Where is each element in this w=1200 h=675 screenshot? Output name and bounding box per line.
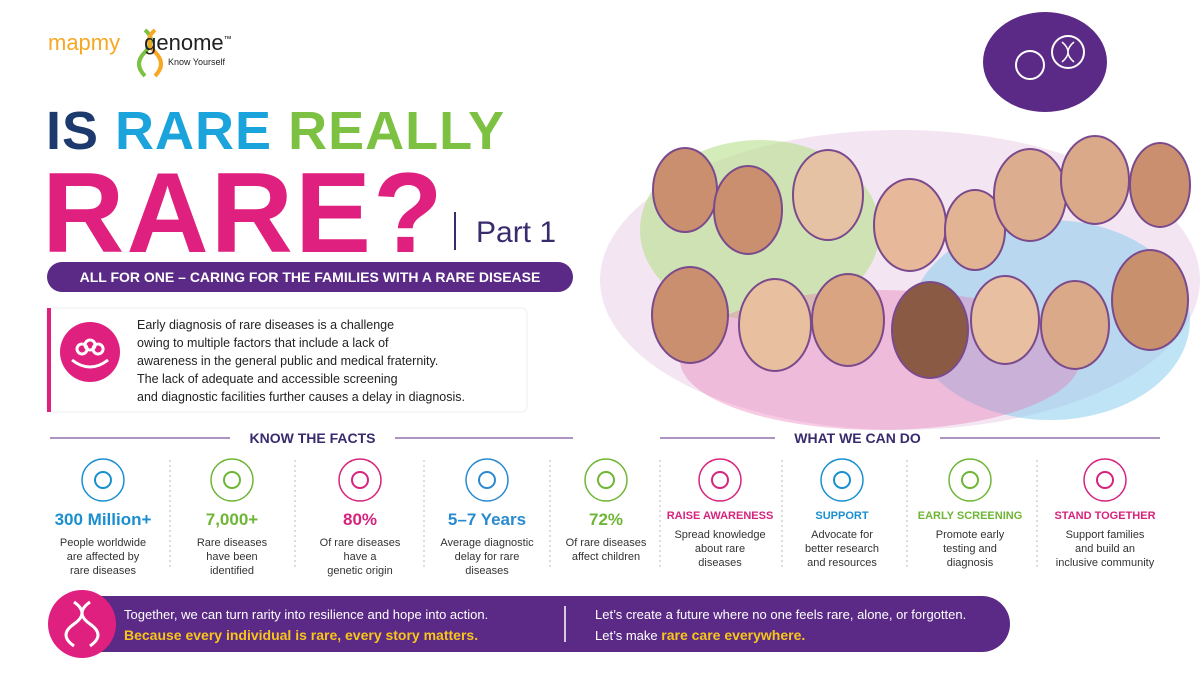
facts-headline: 72% [588, 510, 624, 529]
footer-right-highlight: rare care everywhere. [661, 627, 806, 643]
intro-icon [60, 322, 120, 382]
facts-text: Of rare diseases [565, 537, 647, 549]
footer-left-1: Together, we can turn rarity into resili… [124, 607, 489, 622]
actions-text: diagnosis [946, 557, 994, 569]
icon-ring [1083, 458, 1127, 502]
banner: ALL FOR ONE – CARING FOR THE FAMILIES WI… [79, 269, 541, 285]
facts-heading: KNOW THE FACTS [249, 430, 376, 446]
icon-ring [81, 458, 125, 502]
facts-text: have been [206, 551, 258, 563]
actions-text: about rare [694, 543, 746, 555]
footer-right-1: Let’s create a future where no one feels… [595, 607, 967, 622]
faces-artwork [600, 130, 1200, 430]
intro-line: awareness in the general public and medi… [137, 354, 439, 368]
icon-ring [584, 458, 628, 502]
icon-ring [820, 458, 864, 502]
icon-ring [210, 458, 254, 502]
facts-text: delay for rare [454, 551, 520, 563]
facts-text: genetic origin [327, 565, 393, 577]
intro-line: Early diagnosis of rare diseases is a ch… [137, 318, 395, 332]
icon-ring [465, 458, 509, 502]
actions-item: SUPPORT Advocate for better research and re… [777, 504, 907, 570]
actions-headline: RAISE AWARENESS [666, 510, 774, 522]
facts-item: 5–7 Years Average diagnostic delay for rar… [422, 504, 552, 578]
icon-glyph [223, 471, 241, 489]
actions-text: and build an [1075, 543, 1135, 555]
actions-text: Support families [1065, 529, 1145, 541]
title-word: IS [46, 101, 100, 161]
footer-right-2: Let’s make rare care everywhere. [595, 627, 805, 643]
footer-right-prefix: Let’s make [595, 628, 658, 643]
facts-text: People worldwide [59, 537, 147, 549]
facts-item: 300 Million+ People worldwide are affected… [38, 504, 168, 578]
actions-text: better research [805, 543, 879, 555]
logo: mapmy genome™ [48, 30, 232, 56]
actions-text: and resources [807, 557, 877, 569]
actions-heading: WHAT WE CAN DO [794, 430, 921, 446]
title-line1: IS RARE REALLY [46, 100, 505, 162]
actions-text: inclusive community [1055, 557, 1155, 569]
actions-item: STAND TOGETHER Support families and build … [1040, 504, 1170, 570]
facts-item: 7,000+ Rare diseases have been identified [167, 504, 297, 578]
facts-item: 80% Of rare diseases have a genetic origin [295, 504, 425, 578]
intro-line: and diagnostic facilities further causes… [137, 390, 465, 404]
facts-text: Of rare diseases [319, 537, 401, 549]
facts-text: are affected by [66, 551, 140, 563]
logo-tm: ™ [223, 34, 232, 44]
intro-line: owing to multiple factors that include a… [137, 336, 389, 350]
actions-text: Promote early [935, 529, 1005, 541]
banner-bg [47, 262, 573, 292]
logo-right: genome [144, 30, 224, 55]
actions-headline: SUPPORT [815, 510, 869, 522]
title-part: Part 1 [476, 216, 557, 249]
facts-headline: 7,000+ [205, 510, 259, 529]
facts-text: affect children [571, 551, 641, 563]
title-word: REALLY [288, 101, 506, 161]
icon-ring [698, 458, 742, 502]
actions-text: Spread knowledge [674, 529, 766, 541]
facts-text: have a [343, 551, 377, 563]
icon-glyph [833, 471, 851, 489]
actions-headline: EARLY SCREENING [917, 510, 1023, 522]
facts-text: diseases [465, 565, 509, 577]
facts-text: Rare diseases [196, 537, 268, 549]
actions-item: RAISE AWARENESS Spread knowledge about rar… [655, 504, 785, 570]
actions-item: EARLY SCREENING Promote early testing and d… [905, 504, 1035, 570]
footer-icon [48, 590, 116, 658]
actions-headline: STAND TOGETHER [1054, 510, 1156, 522]
footer-left-2: Because every individual is rare, every … [124, 627, 479, 643]
actions-text: Advocate for [811, 529, 873, 541]
actions-text: diseases [698, 557, 742, 569]
icon-ring [948, 458, 992, 502]
science-splash [983, 12, 1107, 112]
logo-tagline: Know Yourself [168, 57, 226, 67]
title-line2: RARE? [42, 150, 445, 277]
icon-glyph [351, 471, 369, 489]
column-separators [169, 460, 1038, 570]
intro-text: Early diagnosis of rare diseases is a ch… [137, 316, 465, 406]
actions-text: testing and [943, 543, 997, 555]
facts-headline: 5–7 Years [447, 510, 527, 529]
title-word: RARE [115, 101, 273, 161]
icon-glyph [597, 471, 615, 489]
logo-left: mapmy [48, 30, 121, 55]
icon-glyph [961, 471, 979, 489]
footer-bar [50, 596, 1010, 652]
icon-glyph [1096, 471, 1114, 489]
icon-glyph [478, 471, 496, 489]
facts-item: 72% Of rare diseases affect children [541, 504, 671, 564]
facts-text: identified [209, 565, 255, 577]
intro-line: The lack of adequate and accessible scre… [137, 372, 398, 386]
facts-text: Average diagnostic [440, 537, 534, 549]
icon-ring [338, 458, 382, 502]
facts-headline: 300 Million+ [54, 510, 152, 529]
facts-headline: 80% [342, 510, 378, 529]
facts-text: rare diseases [69, 565, 137, 577]
icon-glyph [711, 471, 729, 489]
icon-glyph [94, 471, 112, 489]
